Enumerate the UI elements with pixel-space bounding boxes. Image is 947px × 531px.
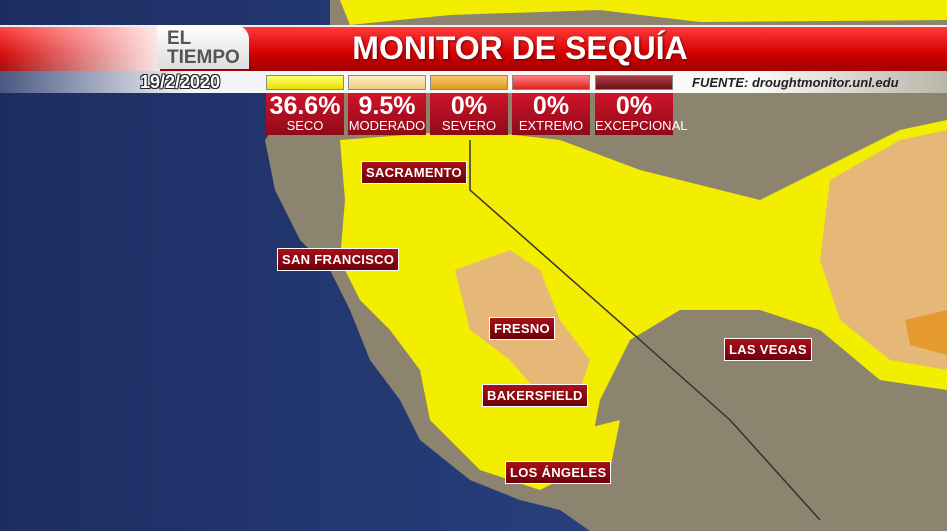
city-label-los-angeles: LOS ÁNGELES <box>505 461 612 484</box>
date-label: 19/2/2020 <box>140 72 221 92</box>
legend-seco: 36.6% SECO <box>266 93 344 135</box>
percent: 0% <box>450 92 488 120</box>
city-label-las-vegas: LAS VEGAS <box>724 338 812 361</box>
percent: 0% <box>615 92 653 120</box>
source-label: FUENTE: droughtmonitor.unl.edu <box>692 75 899 90</box>
legend-swatch-excepcional <box>595 75 673 90</box>
legend-extremo: 0% EXTREMO <box>512 93 590 135</box>
label: MODERADO <box>348 118 426 133</box>
dry-area-north <box>340 0 947 25</box>
city-label-fresno: FRESNO <box>489 317 555 340</box>
city-label-bakersfield: BAKERSFIELD <box>482 384 588 407</box>
legend-swatch-severo <box>430 75 508 90</box>
brand-line1: EL <box>167 28 192 49</box>
legend-swatch-extremo <box>512 75 590 90</box>
legend-swatch-moderado <box>348 75 426 90</box>
moderate-area-east <box>820 130 947 370</box>
label: SEVERO <box>441 118 497 133</box>
legend-swatch-seco <box>266 75 344 90</box>
label: SECO <box>286 118 324 133</box>
brand-logo: EL TIEMPO <box>157 25 249 69</box>
percent: 36.6% <box>269 92 341 120</box>
legend-moderado: 9.5% MODERADO <box>348 93 426 135</box>
city-label-san-francisco: SAN FRANCISCO <box>277 248 400 271</box>
severe-area <box>905 310 947 355</box>
legend-severo: 0% SEVERO <box>430 93 508 135</box>
percent: 9.5% <box>358 92 416 120</box>
brand-line2: TIEMPO <box>167 47 240 68</box>
legend-excepcional: 0% EXCEPCIONAL <box>595 92 688 135</box>
label: EXTREMO <box>518 118 584 133</box>
page-title: MONITOR DE SEQUÍA <box>352 30 688 66</box>
dry-area-south <box>580 420 620 470</box>
percent: 0% <box>532 92 570 120</box>
state-border <box>469 140 821 521</box>
label: EXCEPCIONAL <box>595 118 688 133</box>
city-label-sacramento: SACRAMENTO <box>361 161 467 184</box>
